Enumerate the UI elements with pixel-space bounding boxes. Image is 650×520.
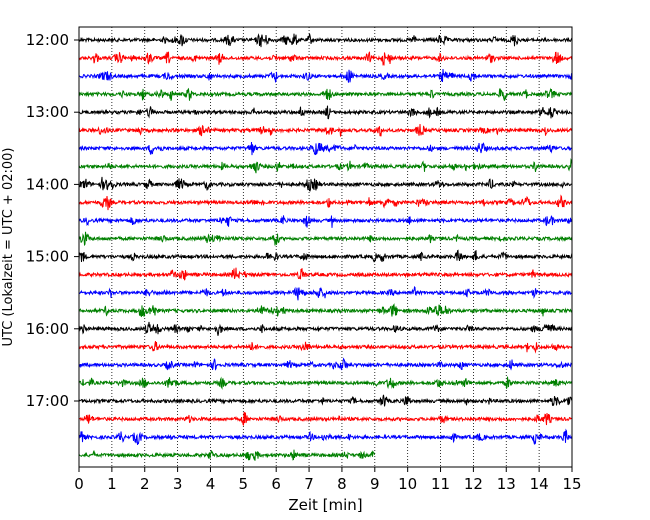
x-tick-label: 6 — [271, 475, 281, 493]
seismic-trace — [78, 158, 573, 174]
y-tick-label: 16:00 — [26, 320, 69, 338]
x-tick-label: 1 — [107, 475, 117, 493]
seismic-trace — [78, 376, 573, 390]
seismic-trace — [78, 449, 375, 461]
x-tick-label: 7 — [304, 475, 314, 493]
y-tick-label: 14:00 — [26, 175, 69, 193]
seismic-trace — [78, 51, 573, 66]
y-tick-label: 12:00 — [26, 31, 69, 49]
x-tick-label: 14 — [530, 475, 549, 493]
x-tick-label: 2 — [140, 475, 150, 493]
seismic-trace — [78, 428, 573, 446]
x-tick-label: 8 — [337, 475, 347, 493]
seismic-trace — [78, 303, 573, 318]
x-tick-label: 3 — [173, 475, 183, 493]
seismic-trace — [78, 68, 573, 83]
y-axis-label: UTC (Lokalzeit = UTC + 02:00) — [1, 148, 16, 347]
x-tick-label: 11 — [431, 475, 450, 493]
y-axis-ticks: 12:00 13:00 14:00 15:00 16:00 17:00 — [26, 31, 79, 410]
x-tick-label: 10 — [398, 475, 417, 493]
seismic-trace — [78, 249, 573, 263]
seismic-trace — [78, 411, 573, 426]
seismic-trace — [78, 286, 573, 301]
trace-group — [78, 33, 573, 461]
seismic-trace — [78, 33, 573, 48]
x-tick-label: 5 — [239, 475, 249, 493]
seismic-trace — [78, 341, 573, 354]
seismic-trace — [78, 176, 573, 192]
x-tick-label: 9 — [370, 475, 380, 493]
x-tick-label: 12 — [464, 475, 483, 493]
seismic-trace — [78, 394, 573, 407]
x-tick-label: 15 — [562, 475, 581, 493]
seismic-trace — [78, 123, 573, 137]
seismic-trace — [78, 321, 573, 336]
x-axis-ticks: 0 1 2 3 4 5 6 7 8 9 10 11 12 13 14 15 — [74, 467, 582, 493]
y-tick-label: 13:00 — [26, 103, 69, 121]
seismic-trace — [78, 231, 573, 247]
plot-frame — [78, 26, 573, 468]
y-tick-label: 15:00 — [26, 248, 69, 266]
seismic-trace — [78, 87, 573, 101]
x-tick-label: 13 — [497, 475, 516, 493]
seismic-trace — [78, 105, 573, 120]
grid-lines — [111, 27, 540, 467]
x-tick-label: 0 — [74, 475, 84, 493]
x-tick-label: 4 — [206, 475, 216, 493]
seismic-trace — [78, 357, 573, 371]
seismic-trace — [78, 141, 573, 156]
x-axis-label: Zeit [min] — [288, 496, 362, 514]
plot-background — [79, 27, 572, 467]
seismic-trace — [78, 194, 573, 211]
y-tick-label: 17:00 — [26, 392, 69, 410]
seismic-trace — [78, 215, 573, 228]
seismic-trace — [78, 267, 573, 281]
